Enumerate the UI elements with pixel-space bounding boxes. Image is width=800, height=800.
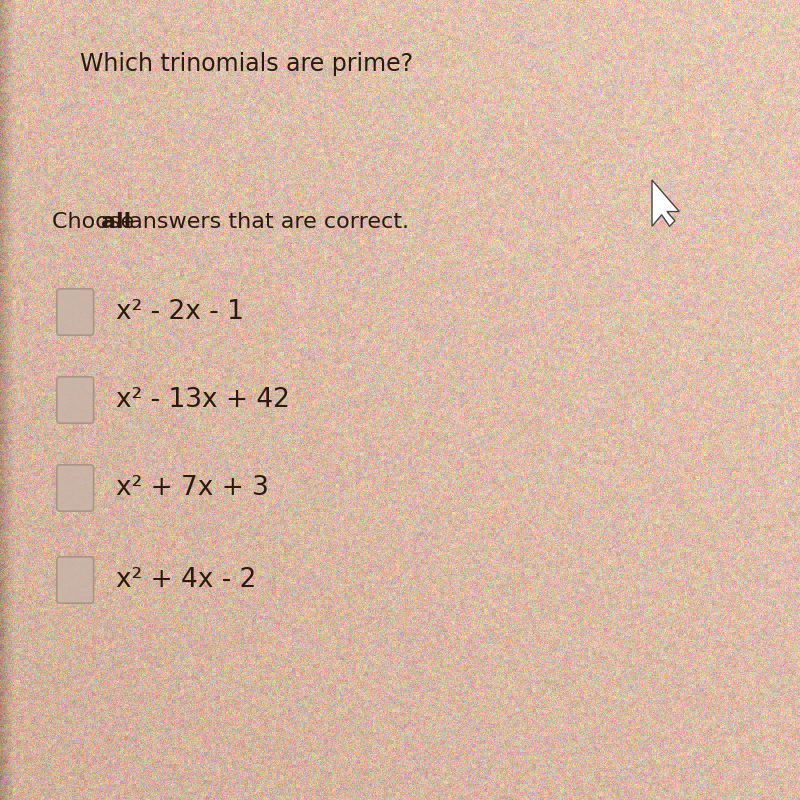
FancyBboxPatch shape xyxy=(57,377,94,423)
Text: all: all xyxy=(102,212,131,232)
FancyBboxPatch shape xyxy=(57,465,94,511)
FancyBboxPatch shape xyxy=(57,557,94,603)
Text: Choose: Choose xyxy=(52,212,142,232)
Polygon shape xyxy=(652,180,679,226)
Text: x² + 4x - 2: x² + 4x - 2 xyxy=(116,567,256,593)
Text: x² + 7x + 3: x² + 7x + 3 xyxy=(116,475,269,501)
Text: x² - 13x + 42: x² - 13x + 42 xyxy=(116,387,290,413)
Text: Which trinomials are prime?: Which trinomials are prime? xyxy=(80,52,413,76)
FancyBboxPatch shape xyxy=(57,289,94,335)
Text: x² - 2x - 1: x² - 2x - 1 xyxy=(116,299,244,325)
Text: answers that are correct.: answers that are correct. xyxy=(122,212,410,232)
